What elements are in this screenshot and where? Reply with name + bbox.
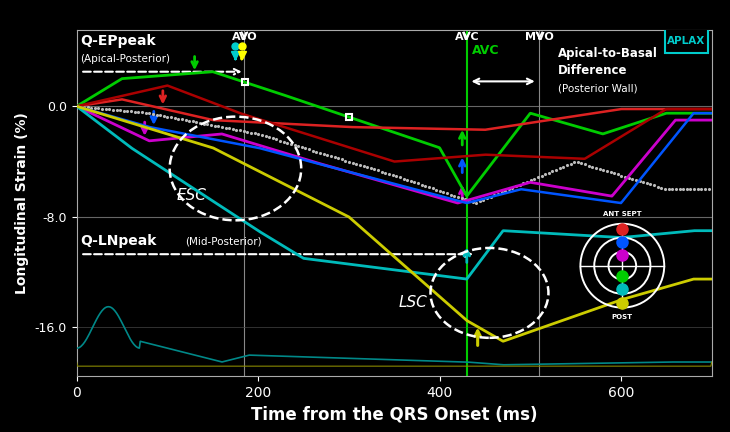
Text: (Posterior Wall): (Posterior Wall) — [558, 83, 637, 93]
Text: Q-LNpeak: Q-LNpeak — [80, 234, 157, 248]
Text: (Apical-Posterior): (Apical-Posterior) — [80, 54, 170, 64]
Text: AVC: AVC — [472, 44, 500, 57]
Text: AVO: AVO — [231, 32, 257, 42]
Text: ANT SEPT: ANT SEPT — [603, 212, 642, 217]
Text: APLAX: APLAX — [667, 35, 705, 46]
X-axis label: Time from the QRS Onset (ms): Time from the QRS Onset (ms) — [251, 405, 537, 423]
Text: Apical-to-Basal: Apical-to-Basal — [558, 47, 658, 60]
Text: (Mid-Posterior): (Mid-Posterior) — [185, 236, 262, 247]
Text: Q-EPpeak: Q-EPpeak — [80, 35, 156, 48]
Text: ESC: ESC — [177, 188, 207, 203]
Text: AVC: AVC — [455, 32, 479, 42]
Text: LSC: LSC — [399, 295, 428, 310]
Y-axis label: Longitudinal Strain (%): Longitudinal Strain (%) — [15, 112, 29, 294]
FancyBboxPatch shape — [664, 28, 708, 53]
Text: POST: POST — [612, 314, 633, 320]
Text: Difference: Difference — [558, 64, 627, 77]
Text: MVO: MVO — [525, 32, 554, 42]
